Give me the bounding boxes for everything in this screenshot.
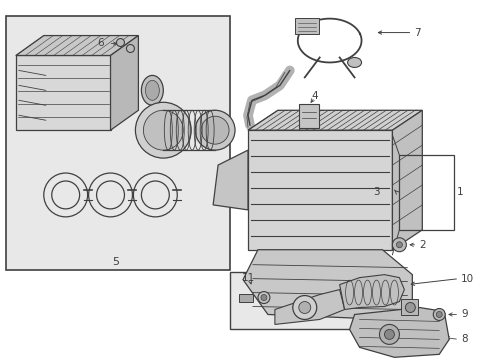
Polygon shape <box>213 150 247 210</box>
Text: 9: 9 <box>460 310 467 319</box>
Polygon shape <box>247 110 422 130</box>
Text: 6: 6 <box>97 37 103 48</box>
Circle shape <box>379 324 399 345</box>
Circle shape <box>126 45 134 53</box>
Circle shape <box>435 311 441 318</box>
Circle shape <box>258 292 269 303</box>
Circle shape <box>143 110 183 150</box>
Circle shape <box>292 296 316 319</box>
Circle shape <box>135 102 191 158</box>
Polygon shape <box>16 55 110 130</box>
Text: 8: 8 <box>460 334 467 345</box>
Circle shape <box>261 294 266 301</box>
FancyBboxPatch shape <box>6 15 229 270</box>
Polygon shape <box>243 250 411 319</box>
Circle shape <box>405 302 414 312</box>
Text: 2: 2 <box>419 240 425 250</box>
Ellipse shape <box>347 58 361 67</box>
Polygon shape <box>339 275 404 310</box>
Circle shape <box>201 116 228 144</box>
Ellipse shape <box>141 75 163 105</box>
Circle shape <box>396 242 402 248</box>
Circle shape <box>116 39 124 46</box>
Bar <box>399 155 453 230</box>
Ellipse shape <box>145 80 159 100</box>
FancyBboxPatch shape <box>298 104 318 128</box>
Text: 7: 7 <box>413 28 420 37</box>
Bar <box>247 130 392 250</box>
Polygon shape <box>349 307 448 357</box>
FancyBboxPatch shape <box>294 18 318 33</box>
Text: 1: 1 <box>456 187 463 197</box>
Circle shape <box>432 309 444 320</box>
Polygon shape <box>392 110 422 250</box>
Circle shape <box>384 329 394 339</box>
Bar <box>229 272 404 329</box>
Text: 5: 5 <box>112 257 119 267</box>
Text: 11: 11 <box>241 273 254 283</box>
Polygon shape <box>16 36 138 55</box>
Text: 4: 4 <box>311 91 317 101</box>
FancyBboxPatch shape <box>401 298 417 315</box>
FancyBboxPatch shape <box>239 293 252 302</box>
Polygon shape <box>110 36 138 130</box>
Circle shape <box>298 302 310 314</box>
Circle shape <box>392 238 406 252</box>
Text: 3: 3 <box>372 187 379 197</box>
Polygon shape <box>274 289 344 324</box>
Text: 10: 10 <box>460 274 473 284</box>
Circle shape <box>195 110 235 150</box>
